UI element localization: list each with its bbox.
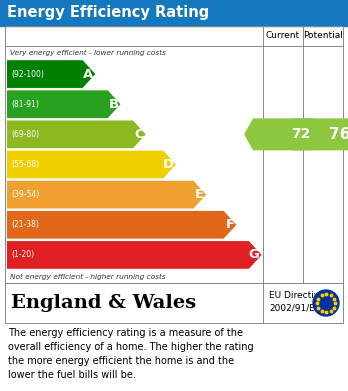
Polygon shape (7, 120, 146, 148)
Text: 72: 72 (291, 127, 310, 142)
Text: 2002/91/EC: 2002/91/EC (269, 303, 321, 312)
Text: lower the fuel bills will be.: lower the fuel bills will be. (8, 370, 136, 380)
Text: (92-100): (92-100) (11, 70, 44, 79)
Text: D: D (163, 158, 174, 171)
Text: (39-54): (39-54) (11, 190, 39, 199)
Text: (21-38): (21-38) (11, 220, 39, 229)
Text: B: B (108, 98, 118, 111)
Text: EU Directive: EU Directive (269, 292, 325, 301)
Polygon shape (7, 241, 262, 269)
Text: Not energy efficient - higher running costs: Not energy efficient - higher running co… (10, 273, 166, 280)
Text: Potential: Potential (303, 32, 343, 41)
Text: Current: Current (266, 32, 300, 41)
Polygon shape (7, 181, 206, 208)
Text: (55-68): (55-68) (11, 160, 39, 169)
Text: G: G (249, 248, 260, 262)
Text: (69-80): (69-80) (11, 130, 39, 139)
Bar (5, 283, 343, 323)
Text: E: E (195, 188, 204, 201)
Text: The energy efficiency rating is a measure of the: The energy efficiency rating is a measur… (8, 328, 243, 338)
Text: F: F (225, 218, 235, 231)
Bar (5, 26, 343, 283)
Text: Very energy efficient - lower running costs: Very energy efficient - lower running co… (10, 49, 166, 56)
Polygon shape (7, 90, 120, 118)
Text: (1-20): (1-20) (11, 250, 34, 260)
Polygon shape (7, 60, 95, 88)
Text: (81-91): (81-91) (11, 100, 39, 109)
Polygon shape (244, 118, 313, 151)
Text: overall efficiency of a home. The higher the rating: overall efficiency of a home. The higher… (8, 342, 254, 352)
Text: the more energy efficient the home is and the: the more energy efficient the home is an… (8, 356, 234, 366)
Polygon shape (7, 151, 176, 178)
Polygon shape (284, 118, 348, 151)
Bar (0, 0, 348, 26)
Text: 76: 76 (329, 127, 348, 142)
Circle shape (313, 290, 339, 316)
Text: C: C (134, 128, 144, 141)
Text: England & Wales: England & Wales (11, 294, 196, 312)
Text: A: A (83, 68, 93, 81)
Polygon shape (7, 211, 236, 239)
Text: Energy Efficiency Rating: Energy Efficiency Rating (7, 5, 209, 20)
